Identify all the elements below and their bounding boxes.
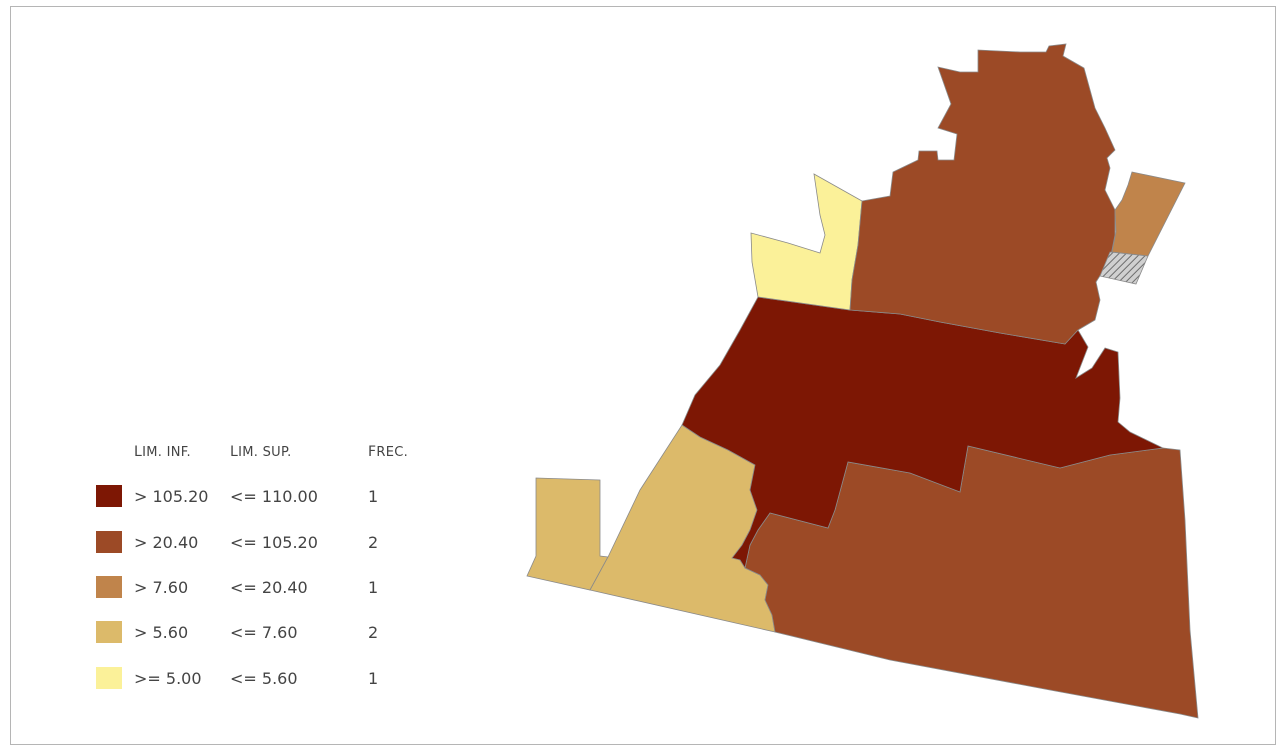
legend-lim-inf: > 5.60: [134, 623, 189, 642]
header-lim-sup: LIM. SUP.: [230, 444, 292, 460]
legend-row: > 5.60 <= 7.60 2: [96, 621, 436, 645]
central-region[interactable]: [681, 296, 1165, 570]
northwest-small-region[interactable]: [750, 173, 863, 311]
legend-swatch: [96, 576, 122, 598]
legend-lim-sup: <= 7.60: [230, 623, 298, 642]
legend-row: > 20.40 <= 105.20 2: [96, 531, 436, 555]
legend-lim-sup: <= 105.20: [230, 533, 318, 552]
northeast-nodata-region[interactable]: [1099, 251, 1149, 285]
header-frec: FREC.: [368, 444, 409, 460]
legend-lim-inf: > 7.60: [134, 578, 189, 597]
legend-swatch: [96, 621, 122, 643]
legend-frec: 2: [368, 533, 379, 552]
header-lim-inf: LIM. INF.: [134, 444, 191, 460]
legend-lim-inf: > 105.20: [134, 487, 209, 506]
northeast-small-region[interactable]: [1111, 171, 1186, 257]
southwest-small-region[interactable]: [526, 477, 609, 591]
legend-swatch: [96, 531, 122, 553]
legend-swatch: [96, 667, 122, 689]
legend-lim-inf: >= 5.00: [134, 669, 202, 688]
legend-row: > 7.60 <= 20.40 1: [96, 576, 436, 600]
legend-swatch: [96, 485, 122, 507]
legend-lim-sup: <= 20.40: [230, 578, 308, 597]
north-region[interactable]: [849, 43, 1116, 345]
legend-row: >= 5.00 <= 5.60 1: [96, 667, 436, 691]
legend-frec: 1: [368, 578, 379, 597]
legend-frec: 2: [368, 623, 379, 642]
legend-frec: 1: [368, 487, 379, 506]
legend-lim-inf: > 20.40: [134, 533, 199, 552]
legend-lim-sup: <= 110.00: [230, 487, 318, 506]
legend-lim-sup: <= 5.60: [230, 669, 298, 688]
legend-frec: 1: [368, 669, 379, 688]
legend-row: > 105.20 <= 110.00 1: [96, 485, 436, 509]
